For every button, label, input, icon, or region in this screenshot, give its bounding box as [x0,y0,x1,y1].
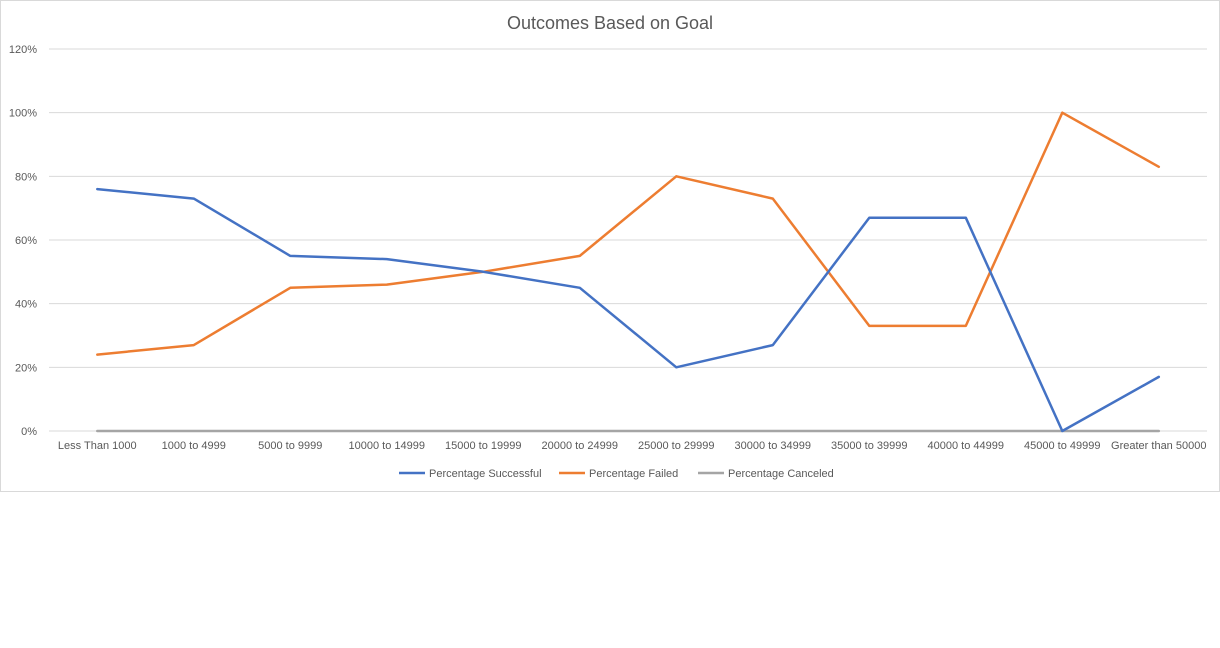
x-tick-label: 45000 to 49999 [1024,440,1100,452]
y-tick-label: 80% [15,171,37,183]
x-tick-label: 15000 to 19999 [445,440,521,452]
line-chart: Outcomes Based on Goal 0% 20% 40% 60% 80% 100… [9,13,1207,480]
legend-label: Percentage Successful [429,468,542,480]
x-tick-label: 30000 to 34999 [735,440,811,452]
y-tick-label: 20% [15,362,37,374]
x-axis-tick-labels: Less Than 1000 1000 to 4999 5000 to 9999 10… [58,440,1207,452]
legend: Percentage Successful Percentage Failed Pe… [399,468,834,480]
y-tick-label: 120% [9,44,37,56]
x-tick-label: Greater than 50000 [1111,440,1206,452]
y-tick-label: 100% [9,108,37,120]
x-tick-label: 1000 to 4999 [162,440,226,452]
x-tick-label: 20000 to 24999 [542,440,618,452]
x-tick-label: Less Than 1000 [58,440,137,452]
x-tick-label: 10000 to 14999 [349,440,425,452]
series-line [96,187,1161,433]
y-tick-label: 60% [15,235,37,247]
y-tick-label: 40% [15,299,37,311]
chart-frame: Outcomes Based on Goal 0% 20% 40% 60% 80% 100… [0,0,1220,492]
x-tick-label: 25000 to 29999 [638,440,714,452]
x-tick-label: 35000 to 39999 [831,440,907,452]
y-tick-label: 0% [21,426,37,438]
series-line [96,111,1161,356]
legend-label: Percentage Canceled [728,468,834,480]
chart-title: Outcomes Based on Goal [507,13,713,33]
x-tick-label: 5000 to 9999 [258,440,322,452]
y-axis-tick-labels: 0% 20% 40% 60% 80% 100% 120% [9,44,37,438]
x-tick-label: 40000 to 44999 [928,440,1004,452]
legend-label: Percentage Failed [589,468,678,480]
gridlines [49,48,1207,432]
series-lines [96,111,1161,433]
